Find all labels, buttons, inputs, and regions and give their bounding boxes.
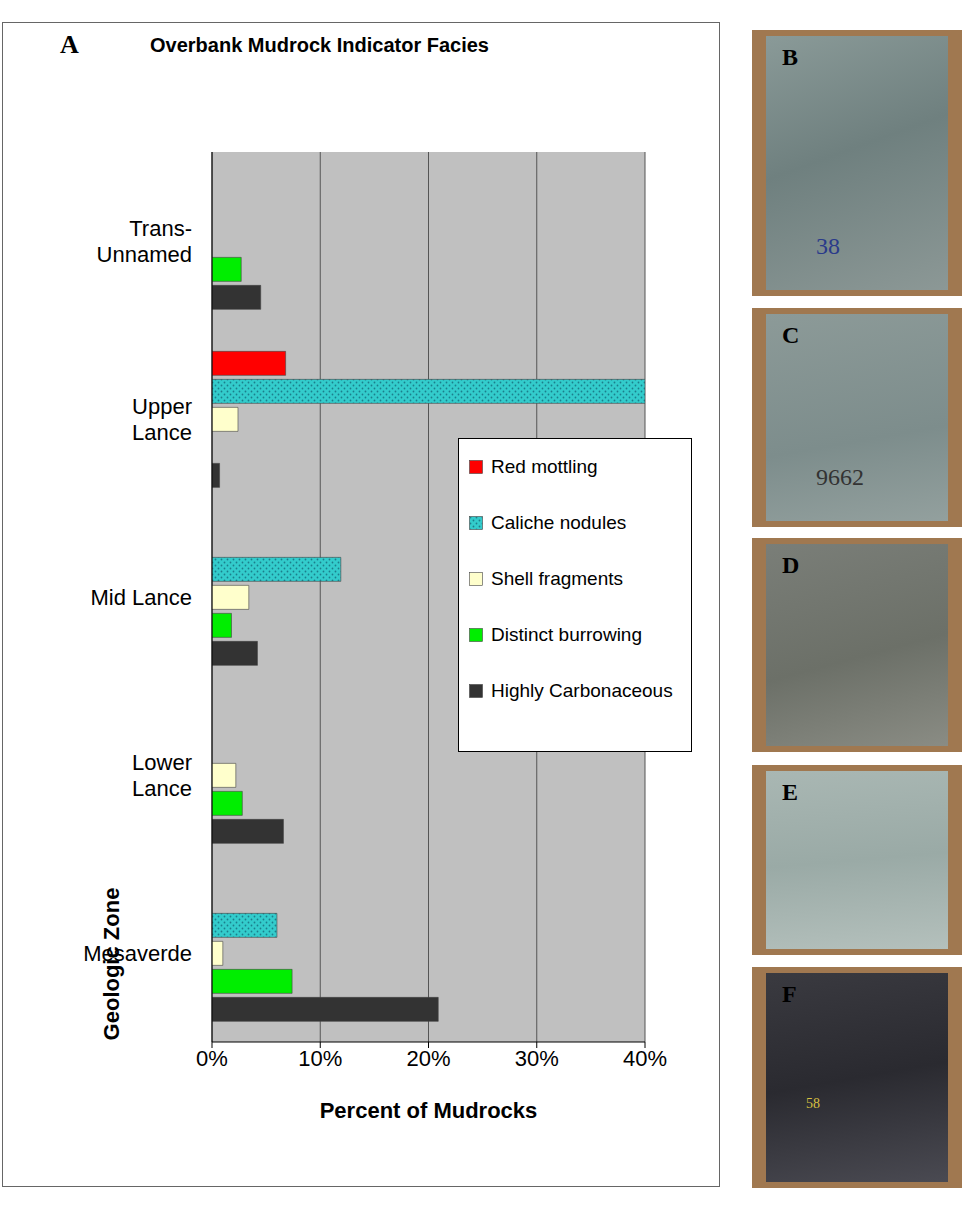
html-text:9662: 9662 [816, 464, 864, 490]
html-text:58: 58 [806, 1096, 820, 1111]
html-text:Geologic Zone: Geologic Zone [99, 887, 124, 1041]
svg-text:LowerLance: LowerLance [132, 750, 192, 801]
html-text:Caliche nodules: Caliche nodules [491, 512, 627, 533]
svg-text:0%: 0% [196, 1046, 228, 1071]
html-text:Red mottling: Red mottling [491, 456, 598, 477]
svg-text:30%: 30% [515, 1046, 559, 1071]
html-text:Shell fragments: Shell fragments [491, 568, 623, 589]
svg-text:UpperLance: UpperLance [132, 394, 192, 445]
html-text:38: 38 [816, 233, 840, 259]
html-text:A: A [60, 30, 79, 59]
svg-text:Mid Lance: Mid Lance [90, 585, 192, 610]
svg-text:Trans-Unnamed: Trans-Unnamed [97, 216, 192, 267]
html-text:F: F [782, 981, 797, 1007]
svg-text:Percent of Mudrocks: Percent of Mudrocks [320, 1098, 538, 1123]
html-text:E: E [782, 779, 798, 805]
html-text:B: B [782, 44, 798, 70]
html-text:C: C [782, 322, 800, 348]
html-text:Overbank Mudrock Indicator Fac: Overbank Mudrock Indicator Facies [150, 34, 489, 56]
html-text:Distinct burrowing: Distinct burrowing [491, 624, 642, 645]
html-text:D: D [782, 552, 800, 578]
html-text:Highly Carbonaceous: Highly Carbonaceous [491, 680, 673, 701]
svg-text:Mesaverde: Mesaverde [83, 941, 192, 966]
svg-text:20%: 20% [406, 1046, 450, 1071]
svg-text:10%: 10% [298, 1046, 342, 1071]
svg-text:40%: 40% [623, 1046, 667, 1071]
